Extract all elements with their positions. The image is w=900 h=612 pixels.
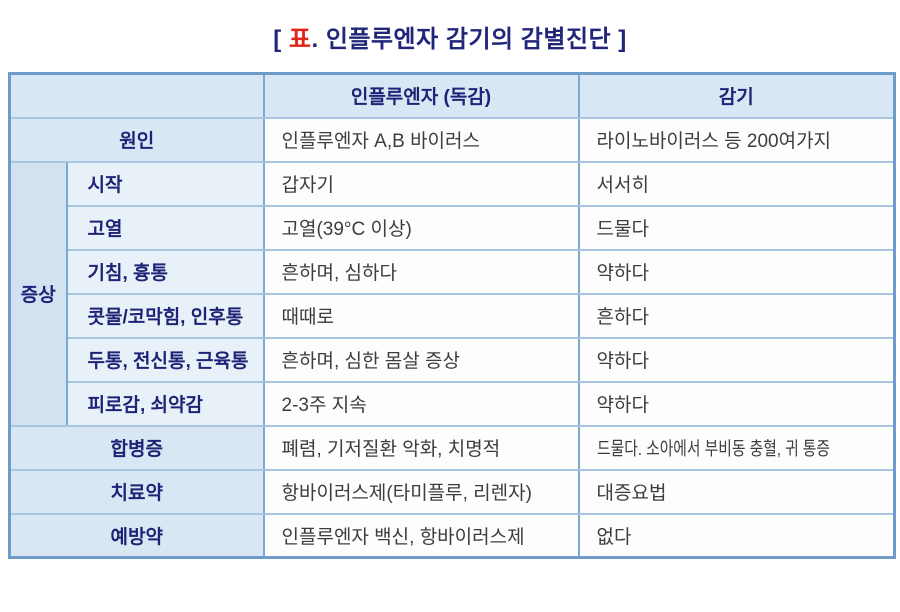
symptom-group-label: 증상 — [8, 160, 68, 427]
fever-flu-value: 고열(39°C 이상) — [262, 204, 580, 251]
onset-cold-value: 서서히 — [577, 160, 896, 207]
row-prevention: 예방약 인플루엔자 백신, 항바이러스제 없다 — [8, 512, 896, 559]
title-rest: . 인플루엔자 감기의 감별진단 ] — [311, 26, 627, 53]
row-label-complications: 합병증 — [8, 424, 265, 471]
row-label-fatigue: 피로감, 쇠약감 — [65, 380, 265, 427]
row-symptom-onset: 증상 시작 갑자기 서서히 — [8, 160, 896, 427]
row-label-fever: 고열 — [65, 204, 265, 251]
nasal-cold-value: 흔하다 — [577, 292, 896, 339]
complications-cold-text: 드물다. 소아에서 부비동 충혈, 귀 통증 — [596, 437, 830, 459]
row-label-onset: 시작 — [65, 160, 265, 207]
row-symptom-fatigue: 피로감, 쇠약감 2-3주 지속 약하다 — [10, 380, 896, 427]
cough-flu-value: 흔하며, 심하다 — [262, 248, 580, 295]
header-cold-column: 감기 — [577, 72, 896, 119]
row-label-ache: 두통, 전신통, 근육통 — [65, 336, 265, 383]
cause-flu-value: 인플루엔자 A,B 바이러스 — [262, 116, 580, 163]
row-label-nasal: 콧물/코막힘, 인후통 — [65, 292, 265, 339]
row-complications: 합병증 폐렴, 기저질환 악화, 치명적 드물다. 소아에서 부비동 충혈, 귀… — [8, 424, 896, 471]
row-symptom-nasal: 콧물/코막힘, 인후통 때때로 흔하다 — [10, 292, 896, 339]
row-symptom-ache: 두통, 전신통, 근육통 흔하며, 심한 몸살 증상 약하다 — [10, 336, 896, 383]
ache-cold-value: 약하다 — [577, 336, 896, 383]
row-label-cause: 원인 — [8, 116, 265, 163]
header-row: 인플루엔자 (독감) 감기 — [8, 72, 896, 119]
ache-flu-value: 흔하며, 심한 몸살 증상 — [262, 336, 580, 383]
row-label-prevention: 예방약 — [8, 512, 265, 559]
complications-cold-value: 드물다. 소아에서 부비동 충혈, 귀 통증 — [577, 424, 896, 471]
row-cause: 원인 인플루엔자 A,B 바이러스 라이노바이러스 등 200여가지 — [8, 116, 896, 163]
row-treatment: 치료약 항바이러스제(타미플루, 리렌자) 대증요법 — [8, 468, 896, 515]
treatment-flu-value: 항바이러스제(타미플루, 리렌자) — [262, 468, 580, 515]
cause-cold-value: 라이노바이러스 등 200여가지 — [577, 116, 896, 163]
prevention-cold-value: 없다 — [577, 512, 896, 559]
row-symptom-cough: 기침, 흉통 흔하며, 심하다 약하다 — [10, 248, 896, 295]
header-flu-column: 인플루엔자 (독감) — [262, 72, 580, 119]
fever-cold-value: 드물다 — [577, 204, 896, 251]
fatigue-cold-value: 약하다 — [577, 380, 896, 427]
treatment-cold-value: 대증요법 — [577, 468, 896, 515]
onset-flu-value: 갑자기 — [262, 160, 580, 207]
row-label-treatment: 치료약 — [8, 468, 265, 515]
complications-flu-value: 폐렴, 기저질환 악화, 치명적 — [262, 424, 580, 471]
row-symptom-fever: 고열 고열(39°C 이상) 드물다 — [10, 204, 896, 251]
cough-cold-value: 약하다 — [577, 248, 896, 295]
title-table-word: 표 — [288, 26, 312, 53]
nasal-flu-value: 때때로 — [262, 292, 580, 339]
title-bracket-open: [ — [273, 26, 289, 53]
row-label-cough: 기침, 흉통 — [65, 248, 265, 295]
flu-cold-comparison-table: 인플루엔자 (독감) 감기 원인 인플루엔자 A,B 바이러스 라이노바이러스 … — [8, 72, 896, 559]
page-title: [ 표. 인플루엔자 감기의 감별진단 ] — [0, 0, 900, 54]
fatigue-flu-value: 2-3주 지속 — [262, 380, 580, 427]
header-empty-cell — [8, 72, 265, 119]
prevention-flu-value: 인플루엔자 백신, 항바이러스제 — [262, 512, 580, 559]
